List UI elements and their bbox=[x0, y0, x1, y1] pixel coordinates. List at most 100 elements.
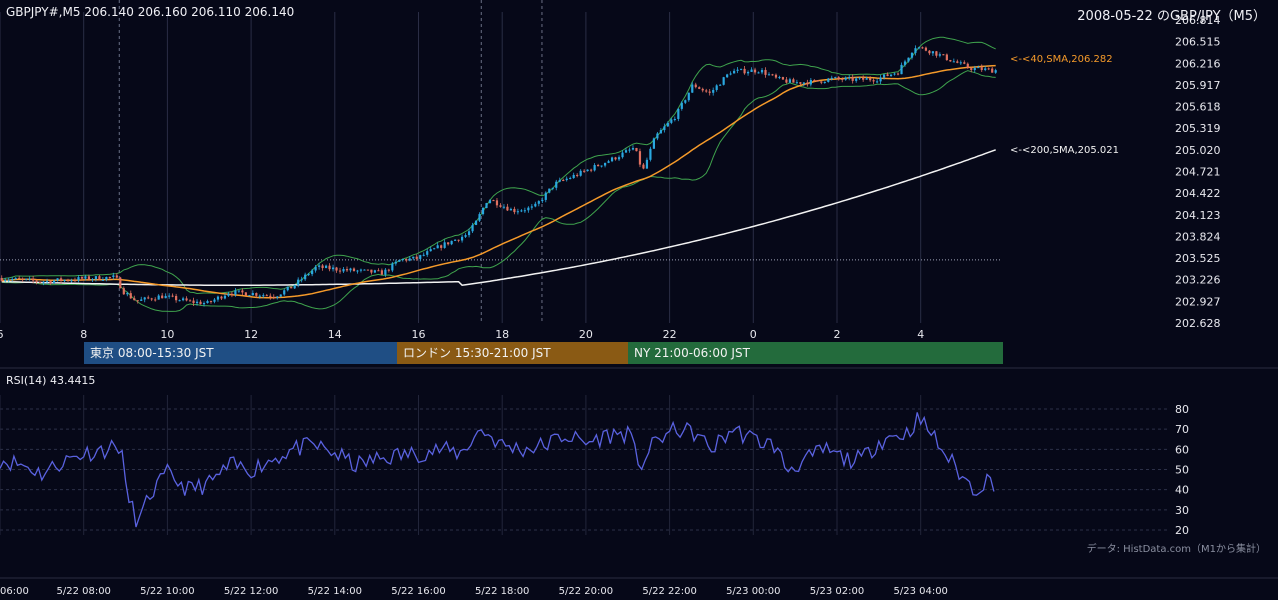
candle-body bbox=[450, 240, 453, 245]
candle-body bbox=[624, 150, 628, 153]
candle-body bbox=[300, 279, 303, 281]
candle-body bbox=[980, 67, 983, 71]
price-y-tick-label: 205.319 bbox=[1175, 122, 1221, 135]
candle-body bbox=[739, 68, 743, 70]
candle-body bbox=[645, 159, 649, 169]
candle-body bbox=[474, 220, 478, 225]
rsi-y-tick-label: 70 bbox=[1175, 423, 1189, 436]
price-x-tick-label: 18 bbox=[495, 328, 509, 341]
candle-body bbox=[987, 68, 990, 70]
candle-body bbox=[429, 249, 432, 252]
time-axis-label: 5/23 04:00 bbox=[893, 586, 947, 597]
price-x-tick-label: 6 bbox=[0, 328, 4, 341]
session-ny: NY 21:00-06:00 JST bbox=[628, 342, 1003, 364]
price-x-tick-label: 14 bbox=[328, 328, 342, 341]
sma200-label: <-<200,SMA,205.021 bbox=[1010, 145, 1119, 156]
price-y-tick-label: 202.628 bbox=[1175, 317, 1221, 330]
candle-body bbox=[816, 80, 819, 82]
candle-body bbox=[785, 79, 788, 83]
candle-body bbox=[548, 188, 551, 193]
candle-body bbox=[788, 79, 792, 83]
session-london: ロンドン 15:30-21:00 JST bbox=[397, 342, 628, 364]
candle-body bbox=[290, 286, 293, 289]
candle-body bbox=[876, 81, 879, 83]
candle-body bbox=[59, 278, 63, 281]
price-x-tick-label: 4 bbox=[917, 328, 924, 341]
candle-body bbox=[119, 277, 122, 289]
candle-body bbox=[32, 278, 35, 281]
rsi-y-tick-label: 80 bbox=[1175, 403, 1189, 416]
rsi-y-tick-label: 50 bbox=[1175, 464, 1189, 477]
candle-body bbox=[286, 286, 289, 291]
candle-body bbox=[272, 296, 275, 298]
candle-body bbox=[56, 278, 59, 281]
candle-body bbox=[858, 77, 861, 79]
candle-body bbox=[478, 214, 481, 221]
candle-body bbox=[297, 279, 300, 286]
candle-body bbox=[352, 268, 356, 272]
candle-body bbox=[715, 85, 718, 90]
price-y-tick-label: 203.824 bbox=[1175, 230, 1221, 243]
price-x-tick-label: 22 bbox=[663, 328, 677, 341]
candle-body bbox=[433, 248, 436, 250]
candle-body bbox=[537, 201, 540, 204]
time-axis-label: 5/22 12:00 bbox=[224, 586, 278, 597]
bollinger-lower-line bbox=[1, 70, 996, 312]
candle-body bbox=[324, 265, 328, 269]
candle-body bbox=[733, 70, 736, 74]
rsi-y-tick-label: 30 bbox=[1175, 504, 1189, 517]
candle-body bbox=[945, 54, 948, 61]
candle-body bbox=[499, 205, 502, 207]
candle-body bbox=[80, 277, 84, 279]
price-y-tick-label: 203.226 bbox=[1175, 274, 1221, 287]
candle-body bbox=[380, 270, 383, 275]
candle-body bbox=[154, 299, 157, 301]
candle-body bbox=[673, 118, 676, 120]
candle-body bbox=[663, 126, 666, 131]
candle-body bbox=[363, 269, 366, 271]
candle-body bbox=[457, 239, 460, 241]
candle-body bbox=[509, 208, 513, 211]
candle-body bbox=[412, 256, 415, 259]
rsi-y-tick-label: 40 bbox=[1175, 484, 1189, 497]
candle-body bbox=[698, 87, 701, 89]
price-x-tick-label: 0 bbox=[750, 328, 757, 341]
candle-body bbox=[534, 203, 537, 207]
candle-body bbox=[771, 74, 774, 76]
candle-body bbox=[600, 165, 603, 167]
candle-body bbox=[143, 297, 146, 300]
candle-body bbox=[684, 100, 687, 103]
sma40-label: <-<40,SMA,206.282 bbox=[1010, 54, 1113, 65]
candle-body bbox=[244, 292, 247, 296]
candle-body bbox=[956, 61, 959, 63]
candle-body bbox=[209, 301, 213, 303]
candle-body bbox=[342, 269, 345, 272]
candle-body bbox=[555, 181, 558, 188]
candle-body bbox=[447, 242, 450, 245]
candle-body bbox=[321, 265, 324, 269]
price-y-tick-label: 205.917 bbox=[1175, 79, 1221, 92]
candle-body bbox=[726, 74, 729, 78]
candle-body bbox=[541, 199, 544, 202]
candle-body bbox=[621, 152, 624, 158]
candle-body bbox=[126, 293, 129, 295]
time-axis-label: 5/22 16:00 bbox=[391, 586, 445, 597]
time-axis-label: 5/23 02:00 bbox=[810, 586, 864, 597]
candle-body bbox=[959, 62, 962, 64]
candle-body bbox=[823, 81, 826, 83]
price-x-tick-label: 20 bbox=[579, 328, 593, 341]
candle-body bbox=[844, 77, 847, 80]
candle-body bbox=[851, 77, 854, 81]
candle-body bbox=[617, 157, 621, 160]
candle-body bbox=[903, 61, 907, 65]
candle-body bbox=[778, 77, 781, 79]
candle-body bbox=[502, 206, 506, 208]
candle-body bbox=[122, 288, 125, 295]
candle-body bbox=[896, 73, 900, 75]
candle-body bbox=[834, 77, 837, 79]
candle-body bbox=[781, 77, 785, 80]
candle-body bbox=[105, 276, 108, 280]
candle-body bbox=[544, 192, 547, 200]
candle-body bbox=[527, 207, 530, 211]
candle-body bbox=[384, 269, 387, 275]
